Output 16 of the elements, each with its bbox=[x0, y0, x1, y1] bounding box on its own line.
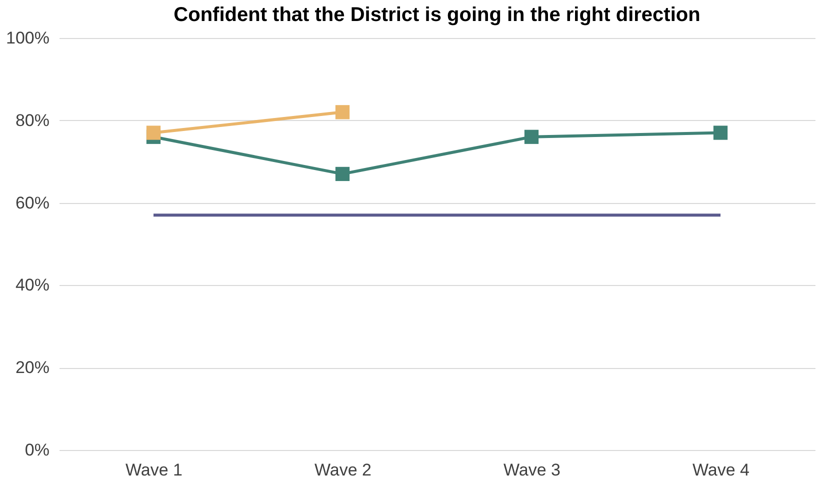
x-tick-label: Wave 2 bbox=[314, 460, 372, 480]
y-tick-label: 80% bbox=[15, 110, 50, 130]
point bbox=[335, 166, 350, 182]
point bbox=[335, 105, 350, 120]
y-tick-label: 40% bbox=[15, 276, 50, 295]
x-tick-label: Wave 1 bbox=[125, 460, 183, 480]
y-tick-label: 60% bbox=[15, 193, 50, 212]
point bbox=[713, 126, 728, 140]
y-tick-label: 20% bbox=[15, 358, 50, 378]
x-tick-label: Wave 3 bbox=[503, 460, 561, 480]
y-tick-label: 100% bbox=[6, 28, 50, 48]
y-tick-label: 0% bbox=[24, 440, 50, 460]
x-tick-label: Wave 4 bbox=[692, 460, 750, 480]
point bbox=[146, 126, 161, 140]
point bbox=[524, 130, 539, 144]
chart-title: Confident that the District is going in the right direction bbox=[174, 4, 700, 26]
